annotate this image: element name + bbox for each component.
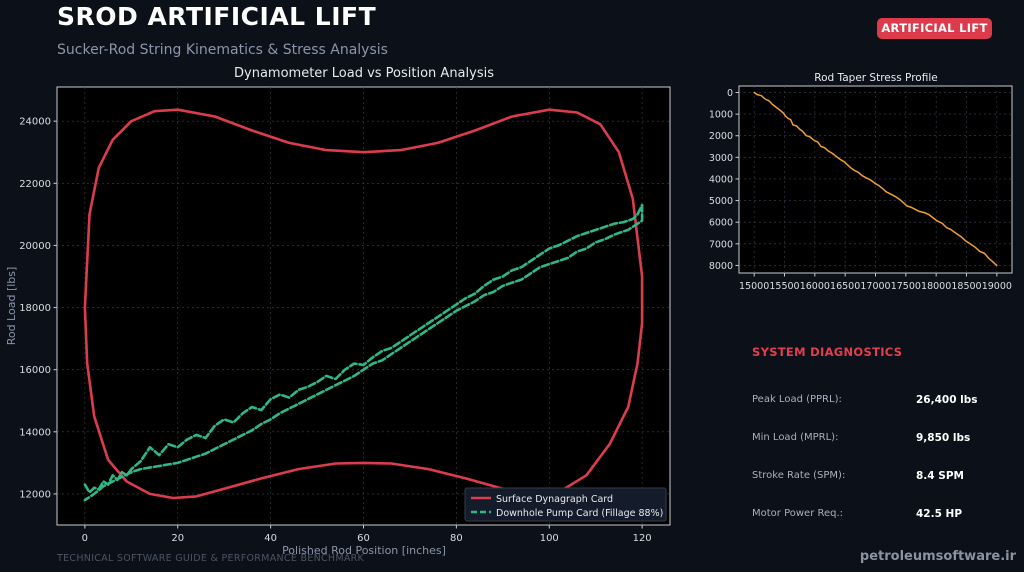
legend-label-downhole: Downhole Pump Card (Fillage 88%)	[496, 508, 663, 519]
x-tick-label: 16500	[830, 281, 860, 292]
diagnostics-title: SYSTEM DIAGNOSTICS	[752, 345, 903, 359]
chart-title: Dynamometer Load vs Position Analysis	[234, 66, 494, 81]
x-tick-label: 100	[540, 533, 559, 544]
diagnostic-row-peak-load: Peak Load (PPRL): 26,400 lbs	[752, 394, 992, 410]
x-tick-label: 0	[82, 533, 88, 544]
stress-plot-area	[738, 85, 1013, 274]
x-tick-label: 15500	[769, 281, 799, 292]
series-line-0	[753, 91, 998, 267]
page-subtitle: Sucker-Rod String Kinematics & Stress An…	[57, 42, 388, 58]
y-tick-label: 8000	[709, 261, 733, 272]
diagnostic-value: 42.5 HP	[916, 508, 963, 520]
y-tick-label: 7000	[709, 239, 733, 250]
y-tick-label: 24000	[19, 117, 51, 128]
x-tick-label: 80	[450, 533, 463, 544]
diagnostic-label: Peak Load (PPRL):	[752, 394, 842, 405]
x-axis-label: Polished Rod Position [inches]	[282, 544, 446, 557]
x-tick-label: 120	[633, 533, 652, 544]
x-tick-label: 19000	[982, 281, 1012, 292]
x-tick-label: 17000	[860, 281, 890, 292]
legend-label-surface: Surface Dynagraph Card	[496, 494, 613, 505]
x-tick-label: 17500	[891, 281, 921, 292]
brand-watermark: petroleumsoftware.ir	[859, 549, 1016, 564]
stress-chart-title: Rod Taper Stress Profile	[814, 72, 937, 84]
diagnostic-value: 8.4 SPM	[916, 470, 964, 482]
y-tick-label: 1000	[709, 110, 733, 121]
y-axis-label: Rod Load [lbs]	[5, 267, 18, 346]
x-tick-label: 18500	[951, 281, 981, 292]
diagnostic-label: Stroke Rate (SPM):	[752, 470, 846, 481]
x-tick-label: 18000	[921, 281, 951, 292]
y-tick-label: 6000	[709, 218, 733, 229]
y-tick-label: 18000	[19, 303, 51, 314]
diagnostic-row-stroke-rate: Stroke Rate (SPM): 8.4 SPM	[752, 470, 992, 486]
diagnostic-label: Motor Power Req.:	[752, 508, 844, 519]
diagnostic-label: Min Load (MPRL):	[752, 432, 839, 443]
y-tick-label: 12000	[19, 489, 51, 500]
footer-text: TECHNICAL SOFTWARE GUIDE & PERFORMANCE B…	[57, 553, 365, 564]
diagnostic-value: 26,400 lbs	[916, 394, 978, 406]
y-tick-label: 2000	[709, 131, 733, 142]
diagnostic-row-min-load: Min Load (MPRL): 9,850 lbs	[752, 432, 992, 448]
x-tick-label: 16000	[800, 281, 830, 292]
y-tick-label: 16000	[19, 365, 51, 376]
diagnostic-row-motor-power: Motor Power Req.: 42.5 HP	[752, 508, 992, 524]
page-title: SROD ARTIFICIAL LIFT	[57, 2, 377, 31]
y-tick-label: 0	[727, 88, 733, 99]
series-line-1	[83, 203, 644, 502]
x-tick-label: 15000	[739, 281, 769, 292]
y-tick-label: 14000	[19, 427, 51, 438]
y-tick-label: 22000	[19, 179, 51, 190]
legend-box	[464, 487, 667, 522]
y-tick-label: 3000	[709, 153, 733, 164]
y-tick-label: 20000	[19, 241, 51, 252]
chart-legend: Surface Dynagraph Card Downhole Pump Car…	[464, 487, 667, 522]
series-line-0	[83, 108, 644, 500]
y-tick-label: 4000	[709, 174, 733, 185]
category-badge: ARTIFICIAL LIFT	[877, 18, 992, 39]
x-tick-label: 60	[357, 533, 370, 544]
x-tick-label: 20	[171, 533, 184, 544]
diagnostic-value: 9,850 lbs	[916, 432, 971, 444]
x-tick-label: 40	[264, 533, 277, 544]
dynamometer-chart: Dynamometer Load vs Position Analysis 0 2…	[5, 66, 671, 557]
y-tick-label: 5000	[709, 196, 733, 207]
